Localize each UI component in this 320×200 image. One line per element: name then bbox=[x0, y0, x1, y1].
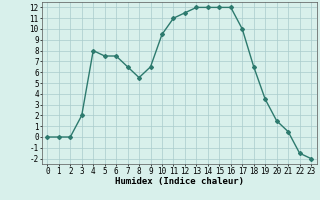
X-axis label: Humidex (Indice chaleur): Humidex (Indice chaleur) bbox=[115, 177, 244, 186]
